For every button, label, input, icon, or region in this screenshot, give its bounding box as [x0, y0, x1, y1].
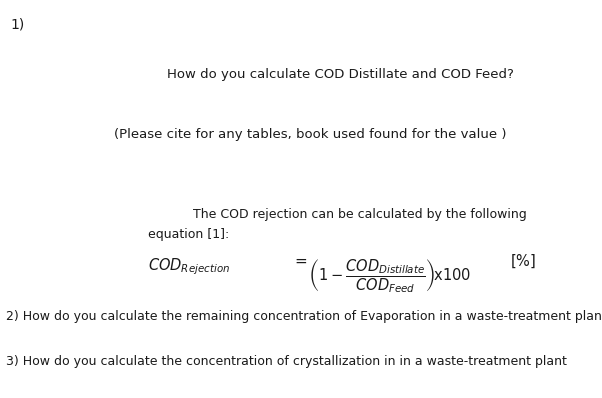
Text: $\left(1 - \dfrac{\mathit{COD}_{\mathit{Distillate}}}{\mathit{COD}_{\mathit{Feed: $\left(1 - \dfrac{\mathit{COD}_{\mathit{…: [308, 257, 471, 295]
Text: 3) How do you calculate the concentration of crystallization in in a waste-treat: 3) How do you calculate the concentratio…: [6, 355, 567, 368]
Text: 2) How do you calculate the remaining concentration of Evaporation in a waste-tr: 2) How do you calculate the remaining co…: [6, 310, 602, 323]
Text: equation [1]:: equation [1]:: [148, 228, 229, 241]
Text: How do you calculate COD Distillate and COD Feed?: How do you calculate COD Distillate and …: [167, 68, 514, 81]
Text: $\mathit{COD}_{\mathit{Rejection}}$: $\mathit{COD}_{\mathit{Rejection}}$: [148, 256, 230, 277]
Text: (Please cite for any tables, book used found for the value ): (Please cite for any tables, book used f…: [114, 128, 506, 141]
Text: $[\%]$: $[\%]$: [510, 253, 536, 270]
Text: The COD rejection can be calculated by the following: The COD rejection can be calculated by t…: [193, 208, 527, 221]
Text: 1): 1): [10, 18, 24, 32]
Text: $=$: $=$: [292, 253, 308, 268]
